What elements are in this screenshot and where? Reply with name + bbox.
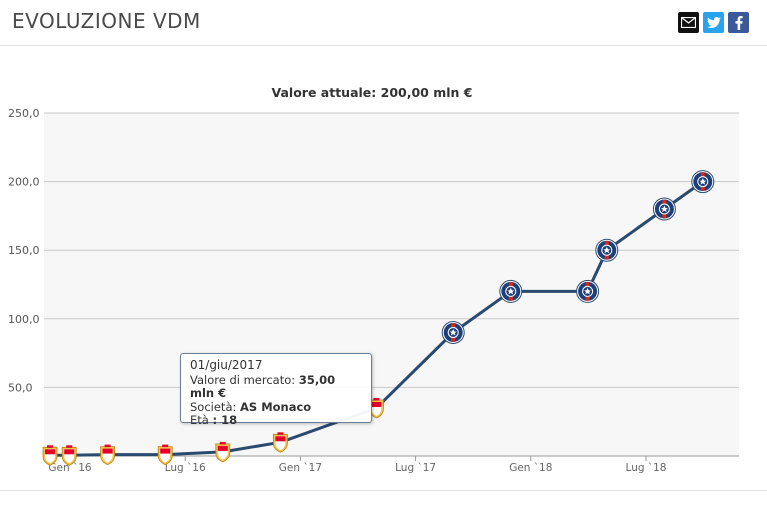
y-tick-label: 200,0	[8, 176, 40, 189]
data-point[interactable]	[576, 279, 600, 303]
tooltip-age-row: Età : 18	[190, 413, 362, 428]
data-point[interactable]	[441, 321, 465, 344]
data-point[interactable]	[595, 238, 619, 262]
data-point[interactable]	[368, 398, 384, 419]
x-axis-labels: Gen `16 Lug `16 Gen `17 Lug `17 Gen `18 Lug `…	[48, 456, 666, 474]
y-axis-labels: 50,0 100,0 150,0 200,0 250,0	[8, 107, 40, 394]
x-tick-label: Gen `18	[509, 462, 552, 474]
tooltip-market-value-label: Valore di mercato:	[190, 372, 296, 387]
twitter-icon[interactable]	[703, 12, 724, 33]
data-point[interactable]	[691, 170, 715, 194]
y-tick-label: 250,0	[8, 107, 40, 120]
tooltip-club: AS Monaco	[240, 399, 312, 414]
y-tick-label: 100,0	[8, 313, 40, 326]
data-point[interactable]	[272, 432, 288, 453]
mail-icon[interactable]	[678, 12, 699, 33]
plot-background	[44, 113, 739, 456]
tooltip-club-label: Società:	[190, 399, 237, 414]
data-point[interactable]	[215, 441, 231, 463]
footer-divider	[0, 490, 767, 491]
tooltip-market-value: 35,00 mln €	[190, 372, 336, 400]
chart-svg: Valore attuale: 200,00 mln € 50,0 100,0 15…	[8, 85, 739, 474]
tooltip-age-label: Età	[190, 413, 209, 427]
header: EVOLUZIONE VDM	[0, 0, 767, 46]
data-point[interactable]	[61, 445, 77, 466]
chart-title: Valore attuale: 200,00 mln €	[272, 85, 473, 100]
x-tick-label: Lug `17	[395, 462, 436, 474]
data-point[interactable]	[42, 445, 58, 466]
tooltip: 01/giu/2017 Valore di mercato: 35,00 mln…	[180, 353, 372, 427]
tooltip-market-value-row: Valore di mercato: 35,00 mln €	[190, 372, 362, 401]
facebook-icon[interactable]	[728, 12, 749, 33]
data-points	[42, 170, 715, 466]
y-tick-label: 50,0	[8, 381, 33, 394]
data-point[interactable]	[499, 279, 523, 303]
y-tick-label: 150,0	[8, 244, 40, 257]
data-point[interactable]	[157, 444, 173, 466]
tooltip-age: : 18	[212, 413, 238, 427]
x-tick-label: Gen `16	[48, 462, 92, 474]
data-point[interactable]	[100, 444, 115, 466]
tooltip-date: 01/giu/2017	[190, 358, 263, 372]
tooltip-club-row: Società: AS Monaco	[190, 399, 362, 415]
x-tick-label: Lug `16	[165, 462, 206, 474]
market-value-chart: Valore attuale: 200,00 mln € 50,0 100,0 15…	[0, 46, 767, 490]
x-tick-label: Gen `17	[279, 462, 322, 474]
page-title: EVOLUZIONE VDM	[12, 9, 201, 33]
x-tick-label: Lug `18	[626, 462, 667, 474]
data-point[interactable]	[652, 197, 676, 221]
